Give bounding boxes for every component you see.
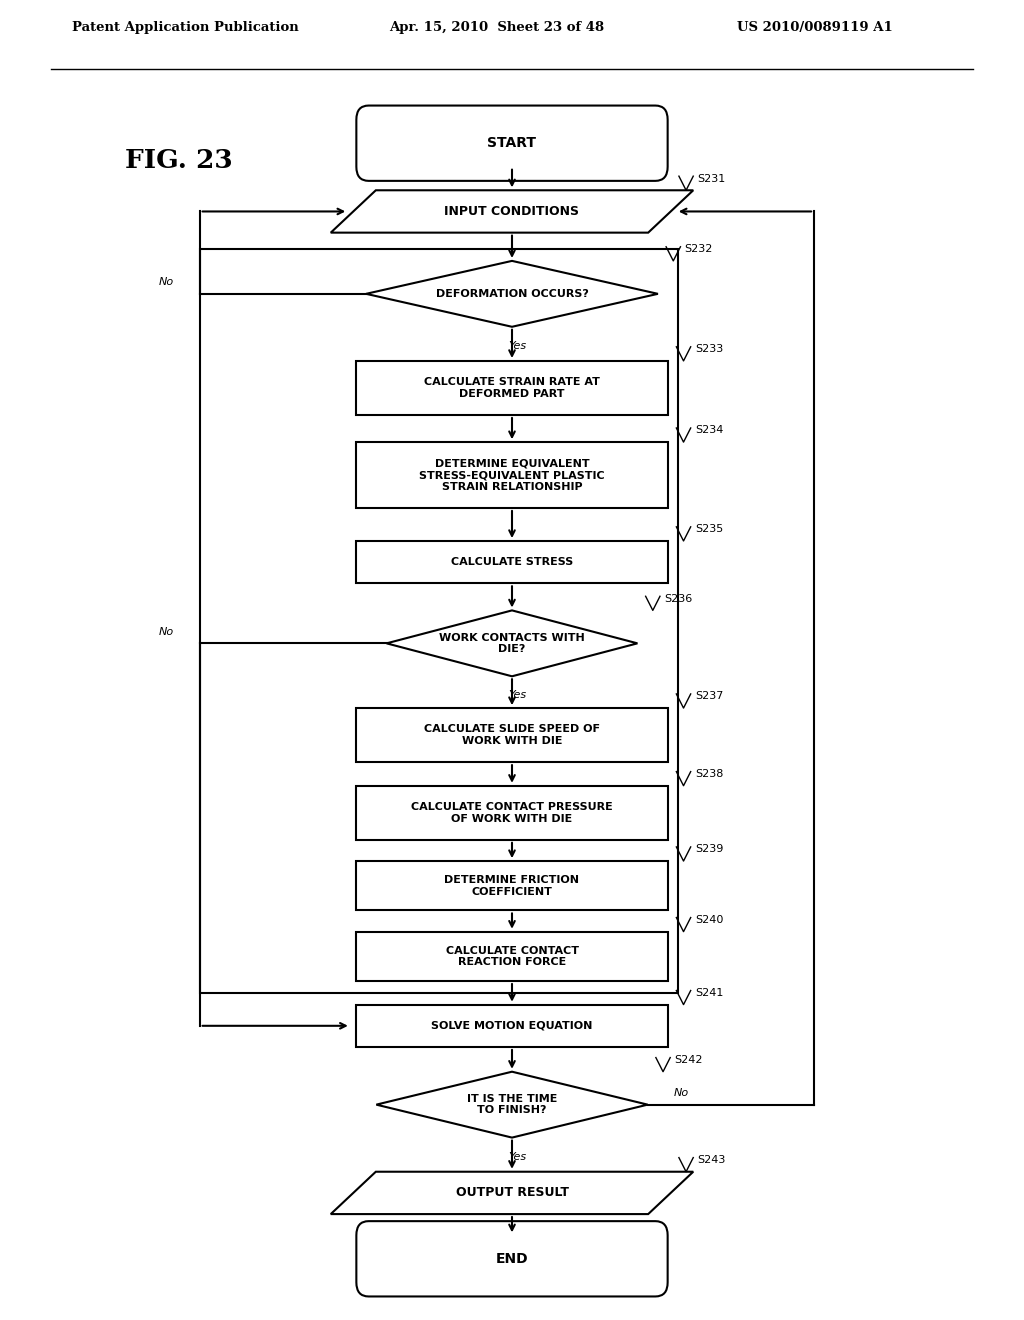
Polygon shape bbox=[331, 1172, 693, 1214]
Text: S240: S240 bbox=[694, 915, 723, 925]
Text: S242: S242 bbox=[675, 1055, 702, 1065]
Text: DEFORMATION OCCURS?: DEFORMATION OCCURS? bbox=[435, 289, 589, 298]
Bar bbox=[200, 249, 678, 993]
Text: S239: S239 bbox=[694, 845, 723, 854]
Bar bbox=[356, 785, 669, 840]
Text: S243: S243 bbox=[697, 1155, 726, 1166]
Text: SOLVE MOTION EQUATION: SOLVE MOTION EQUATION bbox=[431, 1020, 593, 1031]
Text: FIG. 23: FIG. 23 bbox=[125, 148, 233, 173]
Text: Yes: Yes bbox=[508, 1152, 526, 1162]
Text: S236: S236 bbox=[665, 594, 692, 603]
Text: CALCULATE CONTACT
REACTION FORCE: CALCULATE CONTACT REACTION FORCE bbox=[445, 945, 579, 968]
Text: CALCULATE CONTACT PRESSURE
OF WORK WITH DIE: CALCULATE CONTACT PRESSURE OF WORK WITH … bbox=[411, 803, 613, 824]
Bar bbox=[356, 861, 669, 911]
Text: S238: S238 bbox=[694, 770, 723, 779]
Text: Yes: Yes bbox=[508, 341, 526, 351]
Polygon shape bbox=[367, 261, 657, 327]
Bar bbox=[356, 360, 669, 414]
Text: DETERMINE EQUIVALENT
STRESS-EQUIVALENT PLASTIC
STRAIN RELATIONSHIP: DETERMINE EQUIVALENT STRESS-EQUIVALENT P… bbox=[419, 458, 605, 491]
Text: CALCULATE STRAIN RATE AT
DEFORMED PART: CALCULATE STRAIN RATE AT DEFORMED PART bbox=[424, 378, 600, 399]
Text: OUTPUT RESULT: OUTPUT RESULT bbox=[456, 1187, 568, 1200]
Text: S231: S231 bbox=[697, 173, 726, 183]
Text: Yes: Yes bbox=[508, 690, 526, 701]
Text: S241: S241 bbox=[694, 987, 723, 998]
Bar bbox=[356, 932, 669, 981]
FancyBboxPatch shape bbox=[356, 106, 668, 181]
Text: DETERMINE FRICTION
COEFFICIENT: DETERMINE FRICTION COEFFICIENT bbox=[444, 875, 580, 896]
Polygon shape bbox=[377, 1072, 648, 1138]
Bar bbox=[356, 708, 669, 762]
Text: S232: S232 bbox=[684, 244, 713, 255]
Bar bbox=[356, 442, 669, 508]
Text: No: No bbox=[159, 277, 174, 286]
Text: S234: S234 bbox=[694, 425, 723, 436]
Polygon shape bbox=[387, 610, 637, 676]
Bar bbox=[356, 1005, 669, 1047]
Text: S235: S235 bbox=[694, 524, 723, 535]
Text: CALCULATE SLIDE SPEED OF
WORK WITH DIE: CALCULATE SLIDE SPEED OF WORK WITH DIE bbox=[424, 725, 600, 746]
Text: START: START bbox=[487, 136, 537, 150]
Text: S233: S233 bbox=[694, 345, 723, 354]
Text: No: No bbox=[674, 1088, 688, 1098]
Text: WORK CONTACTS WITH
DIE?: WORK CONTACTS WITH DIE? bbox=[439, 632, 585, 655]
Bar bbox=[356, 541, 669, 583]
Polygon shape bbox=[331, 190, 693, 232]
Text: END: END bbox=[496, 1251, 528, 1266]
Text: IT IS THE TIME
TO FINISH?: IT IS THE TIME TO FINISH? bbox=[467, 1094, 557, 1115]
Text: INPUT CONDITIONS: INPUT CONDITIONS bbox=[444, 205, 580, 218]
Text: S237: S237 bbox=[694, 692, 723, 701]
Text: CALCULATE STRESS: CALCULATE STRESS bbox=[451, 557, 573, 568]
Text: No: No bbox=[159, 627, 174, 636]
Text: Patent Application Publication: Patent Application Publication bbox=[72, 21, 298, 34]
FancyBboxPatch shape bbox=[356, 1221, 668, 1296]
Text: US 2010/0089119 A1: US 2010/0089119 A1 bbox=[737, 21, 893, 34]
Text: Apr. 15, 2010  Sheet 23 of 48: Apr. 15, 2010 Sheet 23 of 48 bbox=[389, 21, 604, 34]
